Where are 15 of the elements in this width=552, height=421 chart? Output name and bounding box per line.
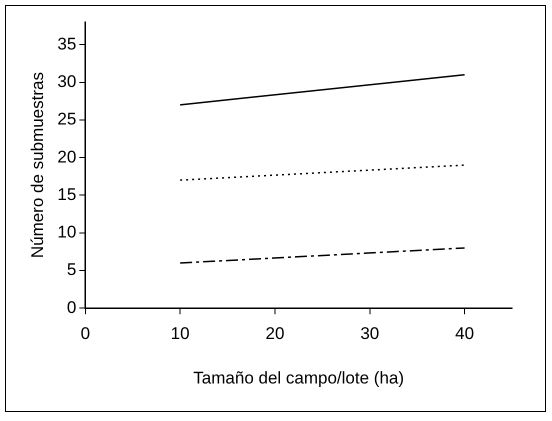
x-tick-label: 40 bbox=[455, 324, 474, 344]
y-axis-title: Número de submuestras bbox=[28, 72, 47, 258]
y-tick-label: 15 bbox=[57, 184, 76, 204]
y-tick-label: 5 bbox=[66, 260, 76, 280]
y-tick-label: 30 bbox=[57, 72, 76, 91]
y-tick-label: 35 bbox=[57, 34, 76, 54]
x-tick-label: 20 bbox=[265, 324, 284, 344]
x-tick-label: 10 bbox=[170, 324, 190, 344]
x-axis-title: Tamaño del campo/lote (ha) bbox=[193, 368, 404, 388]
y-tick-label: 0 bbox=[66, 298, 76, 317]
y-tick-label: 20 bbox=[57, 147, 76, 166]
y-tick-label: 25 bbox=[57, 110, 76, 129]
x-tick-label: 30 bbox=[360, 324, 380, 344]
x-tick-label: 0 bbox=[80, 324, 90, 344]
y-tick-label: 10 bbox=[57, 222, 76, 242]
